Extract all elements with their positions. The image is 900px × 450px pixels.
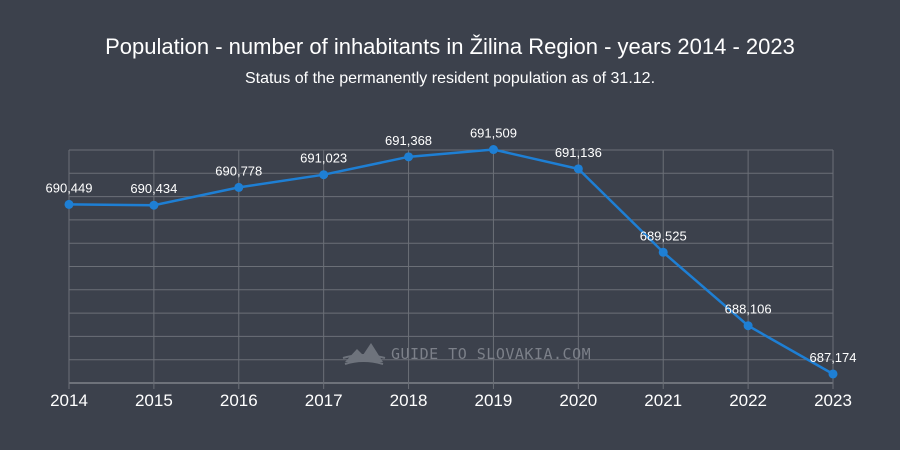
x-tick-label: 2016: [220, 391, 258, 410]
data-label: 689,525: [640, 228, 687, 243]
logo-wave-icon: [342, 354, 386, 359]
chart-grid: [68, 149, 834, 389]
chart-series: 690,449 690,434 690,778 691,023 691,368 691,5…: [46, 126, 857, 379]
x-tick-label: 2018: [390, 391, 428, 410]
data-label: 691,136: [555, 145, 602, 160]
x-tick-label: 2019: [475, 391, 513, 410]
data-point: [234, 182, 244, 192]
data-point: [658, 247, 668, 257]
watermark-text: GUIDE TO SLOVAKIA.COM: [391, 345, 591, 363]
chart-title: Population - number of inhabitants in Ži…: [105, 34, 795, 59]
watermark: GUIDE TO SLOVAKIA.COM: [342, 343, 591, 365]
data-label: 690,449: [46, 180, 93, 195]
data-label: 691,509: [470, 126, 517, 141]
data-point: [828, 369, 838, 379]
series-line: [68, 148, 834, 376]
data-point: [404, 152, 414, 162]
x-tick-label: 2014: [50, 391, 88, 410]
x-tick-label: 2021: [644, 391, 682, 410]
data-label: 691,023: [300, 151, 347, 166]
data-label: 687,174: [810, 350, 857, 365]
data-point: [64, 199, 74, 209]
x-tick-label: 2023: [814, 391, 852, 410]
data-label: 690,778: [215, 163, 262, 178]
data-label: 691,368: [385, 133, 432, 148]
x-tick-label: 2017: [305, 391, 343, 410]
x-axis-ticks: 2014 2015 2016 2017 2018 2019 2020 2021 2022 2023: [50, 391, 852, 410]
data-point: [743, 321, 753, 331]
data-label: 688,106: [725, 302, 772, 317]
data-label: 690,434: [130, 181, 177, 196]
x-tick-label: 2015: [135, 391, 173, 410]
x-tick-label: 2022: [729, 391, 767, 410]
chart-subtitle: Status of the permanently resident popul…: [244, 70, 656, 87]
data-point: [149, 200, 159, 210]
x-tick-label: 2020: [559, 391, 597, 410]
data-point: [488, 145, 498, 155]
mountain-logo-icon: [345, 343, 383, 362]
logo-wave-icon: [344, 360, 384, 365]
data-point: [573, 164, 583, 174]
data-point: [319, 170, 329, 180]
